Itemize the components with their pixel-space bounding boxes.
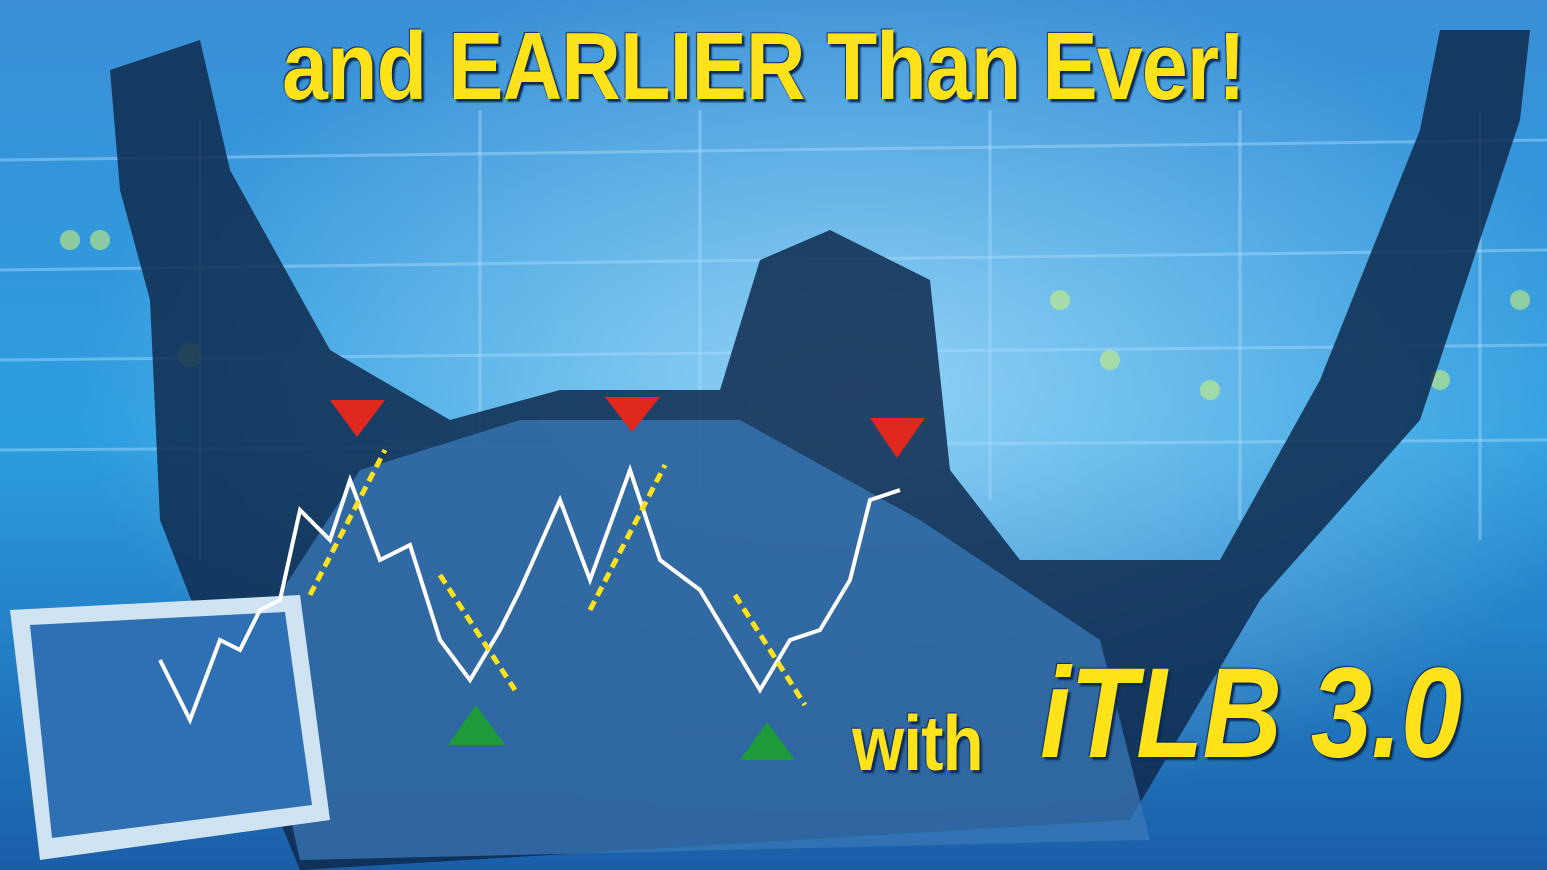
banner: and EARLIER Than Ever! with iTLB 3.0 xyxy=(0,0,1547,870)
page: and EARLIER Than Ever! with iTLB 3.0 (()… xyxy=(0,0,1547,870)
headline: and EARLIER Than Ever! xyxy=(282,12,1245,122)
brand-name: iTLB 3.0 xyxy=(1040,640,1461,787)
tagline-prefix: with xyxy=(852,698,983,789)
